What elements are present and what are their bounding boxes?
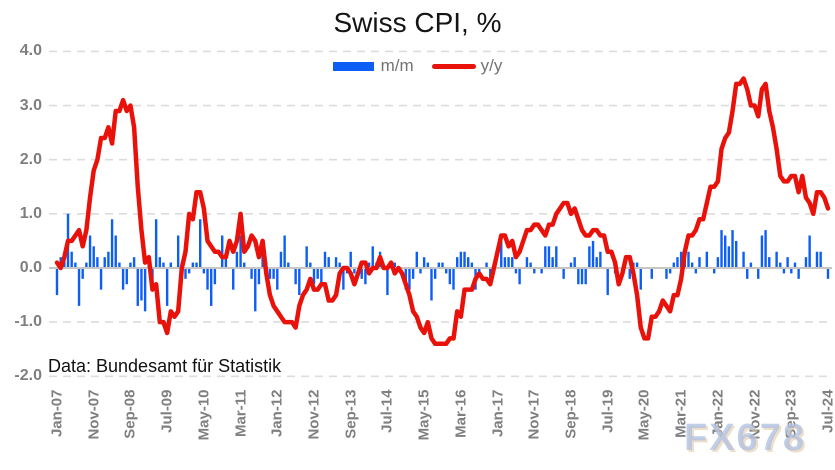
x-tick-label: Jan-17 (489, 389, 507, 438)
x-tick-label: Sep-08 (121, 389, 139, 439)
y-tick-label: -1.0 (14, 313, 42, 331)
x-tick-label: Nov-17 (525, 389, 543, 440)
source-note: Data: Bundesamt für Statistik (48, 356, 282, 376)
x-tick-label: Mar-11 (232, 389, 250, 438)
x-tick-label: Jan-07 (48, 389, 66, 438)
y-tick-label: 1.0 (19, 204, 42, 222)
chart-title: Swiss CPI, % (333, 7, 502, 38)
chart-legend: m/m y/y (0, 56, 835, 76)
legend-label-mm: m/m (380, 56, 414, 75)
watermark: FX678 (684, 417, 806, 459)
x-tick-label: Jul-19 (599, 389, 617, 433)
mm-bar-swatch-icon (332, 61, 374, 71)
x-tick-label: Nov-07 (85, 389, 103, 440)
yy-line-swatch-icon (431, 63, 476, 69)
x-tick-label: May-20 (635, 389, 653, 441)
y-tick-label: -2.0 (14, 367, 42, 385)
x-tick-label: Jan-12 (268, 389, 286, 438)
legend-label-yy: y/y (480, 56, 503, 75)
x-tick-label: Jul-24 (819, 389, 835, 433)
x-tick-label: Sep-18 (562, 389, 580, 439)
x-tick-label: May-10 (195, 389, 213, 441)
y-tick-label: 4.0 (19, 42, 42, 60)
x-tick-label: May-15 (415, 389, 433, 441)
y-tick-label: 2.0 (19, 150, 42, 168)
x-tick-label: Nov-12 (305, 389, 323, 440)
y-tick-label: 0.0 (19, 259, 42, 276)
x-tick-label: Sep-13 (342, 389, 360, 439)
x-tick-label: Jul-09 (158, 389, 176, 433)
x-tick-label: Jul-14 (378, 389, 396, 433)
x-tick-label: Mar-16 (452, 389, 470, 438)
y-tick-label: 3.0 (19, 96, 42, 114)
